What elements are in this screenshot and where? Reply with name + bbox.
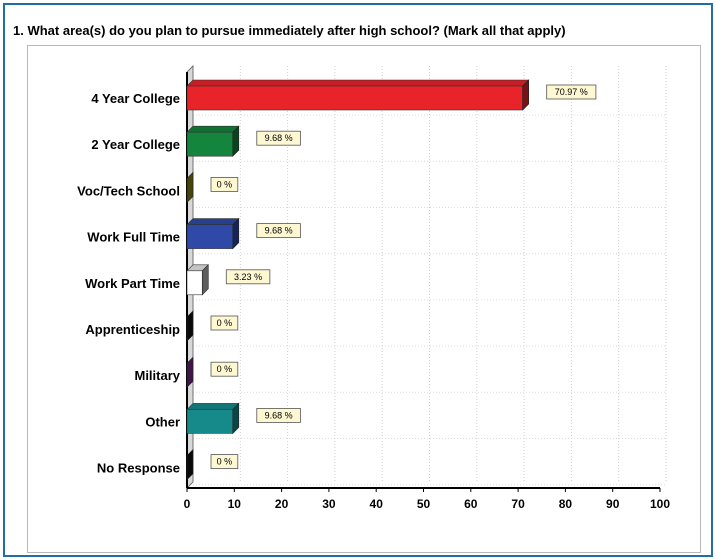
value-label-box: [256, 407, 301, 423]
value-label: 0 %: [217, 318, 233, 328]
bar: [186, 270, 203, 296]
value-label: 70.97 %: [555, 87, 588, 97]
value-label-box: [225, 269, 271, 285]
bar: [186, 224, 234, 249]
category-label: 4 Year College: [91, 91, 180, 106]
x-tick-label: 60: [464, 497, 478, 511]
value-label-box: [546, 84, 597, 100]
category-label: Work Part Time: [85, 276, 180, 291]
question-title: 1. What area(s) do you plan to pursue im…: [13, 23, 566, 38]
bar-side: [232, 402, 240, 435]
x-tick-label: 80: [559, 497, 573, 511]
bar-side: [522, 79, 529, 111]
bar: [186, 409, 234, 434]
value-label: 3.23 %: [234, 272, 262, 282]
bar-side: [232, 217, 240, 250]
bar-top: [186, 79, 530, 87]
bar-top: [186, 125, 240, 133]
value-label: 0 %: [217, 179, 233, 189]
bar-top: [186, 403, 240, 410]
x-tick-label: 0: [184, 497, 191, 511]
bar-side: [186, 448, 194, 481]
value-label: 9.68 %: [265, 226, 293, 236]
x-tick-label: 100: [650, 497, 670, 511]
value-label-box: [210, 315, 239, 331]
x-tick-label: 40: [370, 497, 384, 511]
bar-side: [186, 171, 194, 204]
category-label: 2 Year College: [91, 137, 180, 152]
category-label: No Response: [97, 461, 180, 476]
value-label-box: [210, 176, 239, 192]
category-label: Work Full Time: [87, 230, 180, 245]
value-label-box: [256, 130, 301, 146]
x-tick-label: 20: [275, 497, 289, 511]
x-tick-label: 10: [228, 497, 242, 511]
bar-side: [232, 125, 240, 157]
value-label-box: [256, 223, 301, 239]
category-label: Military: [134, 368, 180, 383]
x-tick-label: 30: [322, 497, 336, 511]
value-label: 9.68 %: [265, 410, 293, 420]
x-tick-label: 50: [417, 497, 431, 511]
bar-side: [201, 264, 209, 296]
category-label: Voc/Tech School: [77, 183, 180, 198]
x-tick-label: 70: [511, 497, 525, 511]
value-label-box: [210, 361, 239, 377]
value-label: 0 %: [217, 364, 233, 374]
category-label: Apprenticeship: [85, 322, 180, 337]
category-label: Other: [145, 414, 180, 429]
bar-top: [186, 218, 240, 225]
bar: [186, 85, 523, 111]
value-label: 0 %: [217, 457, 233, 467]
bar-side: [186, 310, 194, 342]
value-label: 9.68 %: [265, 133, 293, 143]
x-tick-label: 90: [606, 497, 620, 511]
bar: [186, 131, 234, 157]
value-label-box: [210, 454, 239, 470]
bar-side: [186, 356, 194, 388]
